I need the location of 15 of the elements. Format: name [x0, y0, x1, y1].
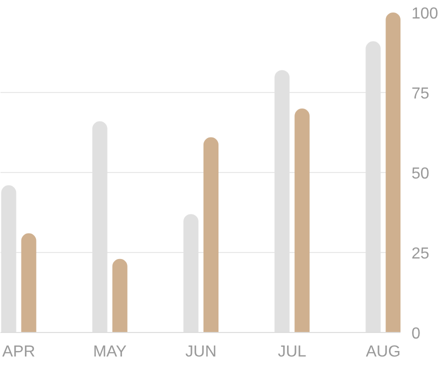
- x-tick-label: AUG: [366, 344, 401, 360]
- bar: [112, 258, 128, 332]
- y-tick-label: 75: [412, 86, 430, 102]
- x-tick-label: APR: [2, 344, 36, 360]
- x-tick-label: JUN: [185, 344, 217, 360]
- x-tick-label: MAY: [93, 344, 127, 360]
- y-tick-label: 50: [412, 166, 430, 182]
- bar: [294, 108, 310, 332]
- y-tick-label: 100: [412, 6, 438, 22]
- bar: [386, 12, 400, 332]
- x-tick-label: JUL: [278, 344, 306, 360]
- y-tick-label: 0: [412, 326, 420, 342]
- y-tick-label: 25: [412, 246, 430, 262]
- bar: [203, 137, 218, 332]
- bar: [21, 233, 36, 332]
